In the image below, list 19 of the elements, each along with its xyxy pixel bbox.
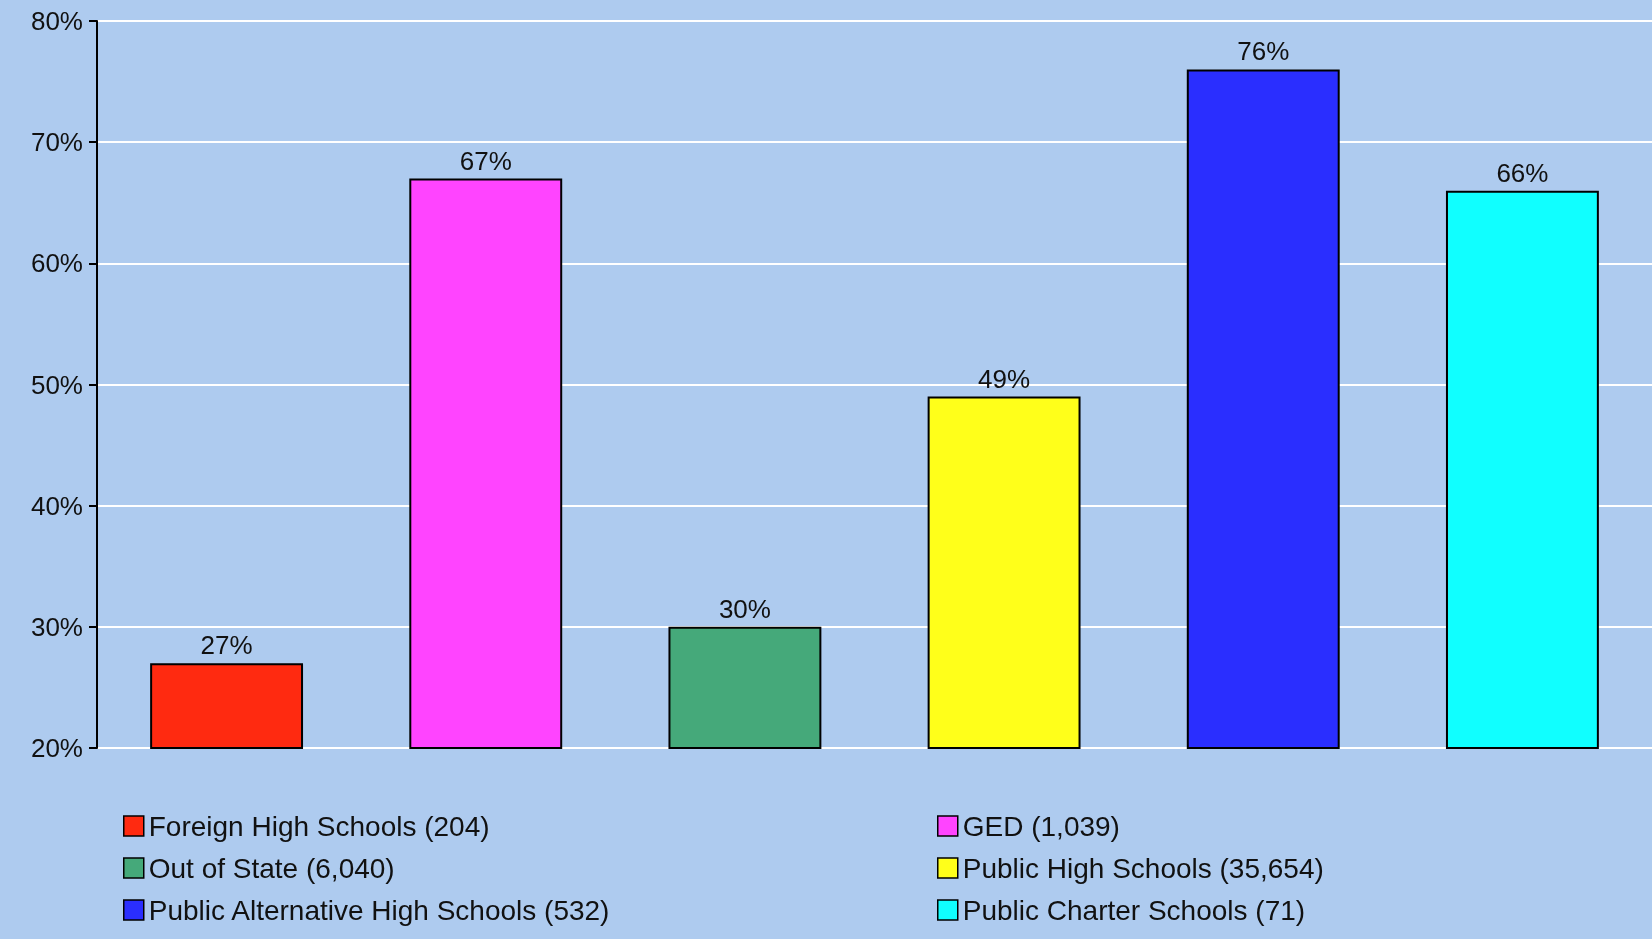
y-tick-label: 30% bbox=[30, 611, 83, 642]
data-label: 49% bbox=[978, 363, 1031, 394]
y-tick-label: 60% bbox=[30, 248, 83, 279]
legend-label: Public High Schools (35,654) bbox=[962, 852, 1324, 884]
legend-label: Public Charter Schools (71) bbox=[962, 894, 1306, 926]
y-tick-label: 20% bbox=[30, 733, 83, 763]
data-label: 66% bbox=[1496, 157, 1549, 188]
y-tick-label: 80% bbox=[30, 6, 83, 36]
data-label: 30% bbox=[718, 593, 771, 624]
y-tick-label: 40% bbox=[30, 490, 83, 521]
data-label: 27% bbox=[200, 630, 253, 661]
data-label: 76% bbox=[1237, 36, 1290, 67]
y-tick-label: 70% bbox=[30, 127, 83, 158]
legend-label: Out of State (6,040) bbox=[148, 852, 395, 884]
legend-label: Public Alternative High Schools (532) bbox=[148, 894, 610, 926]
legend-label: GED (1,039) bbox=[962, 810, 1120, 842]
y-tick-label: 50% bbox=[30, 369, 83, 400]
legend-label: Foreign High Schools (204) bbox=[148, 810, 490, 842]
data-label: 67% bbox=[459, 145, 512, 176]
